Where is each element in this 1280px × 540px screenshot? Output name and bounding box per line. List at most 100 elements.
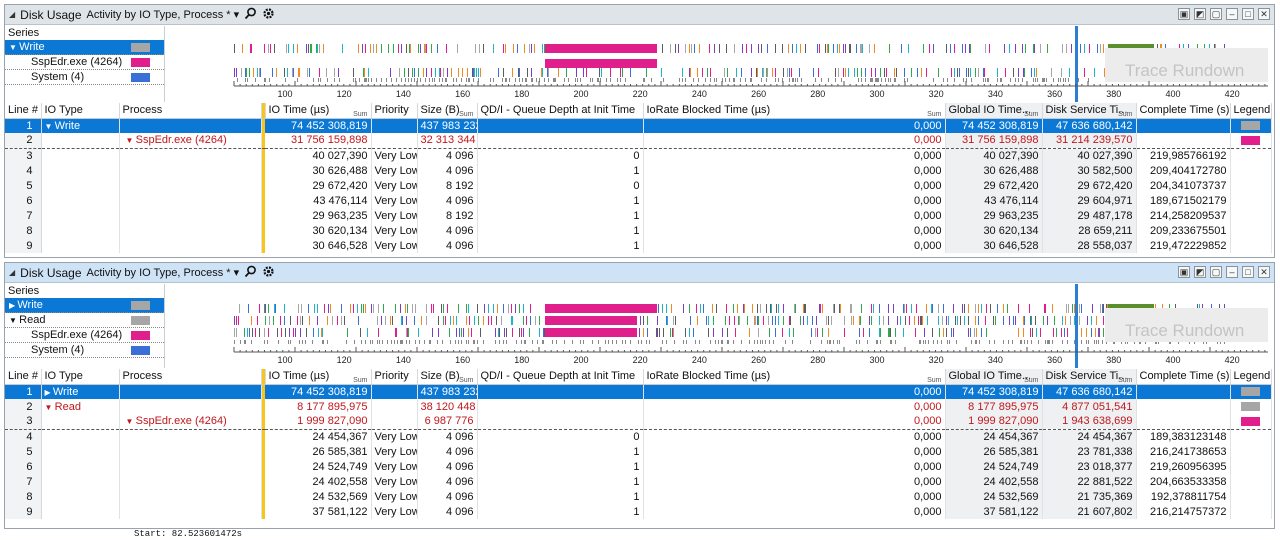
table-row[interactable]: 7 24 402,558 Very Low 4 096 1 0,000 24 402,558… <box>5 474 1272 489</box>
column-header[interactable]: Legend <box>1230 103 1272 119</box>
column-header[interactable]: Line # <box>5 369 42 385</box>
column-header[interactable]: Legend <box>1230 369 1272 385</box>
table-row[interactable]: 5 26 585,381 Very Low 4 096 1 0,000 26 585,381… <box>5 444 1272 459</box>
column-header[interactable]: Complete Time (s) <box>1136 103 1231 119</box>
export-icon[interactable]: ◩ <box>1194 8 1206 20</box>
maximize-icon[interactable]: □ <box>1242 8 1254 20</box>
export-icon[interactable]: ◩ <box>1194 266 1206 278</box>
column-header[interactable]: Process <box>119 103 262 119</box>
timeline-graph[interactable]: Trace Rundown 100 120 140 160 180 200 220 240 260… <box>170 284 1268 368</box>
io-type-cell <box>41 178 120 193</box>
column-header[interactable]: Process <box>119 369 262 385</box>
column-header[interactable]: Complete Time (s) <box>1136 369 1231 385</box>
table-row[interactable]: 3 40 027,390 Very Low 4 096 0 0,000 40 027,390… <box>5 148 1272 163</box>
table-row[interactable]: 9 30 646,528 Very Low 4 096 1 0,000 30 646,528… <box>5 238 1272 253</box>
close-icon[interactable]: ✕ <box>1258 266 1270 278</box>
column-header[interactable]: Disk Service Ti... Sum <box>1042 103 1137 119</box>
selection-cursor[interactable] <box>1075 26 1078 102</box>
panel-header: ◢ Disk Usage Activity by IO Type, Process … <box>5 263 1274 283</box>
disk-service-time-cell: 47 636 680,142 <box>1042 118 1137 133</box>
expander-icon[interactable]: ▼ <box>125 417 136 427</box>
series-item[interactable]: SspEdr.exe (4264) <box>5 328 164 343</box>
save-icon[interactable]: ▣ <box>1178 8 1190 20</box>
line-number: 7 <box>5 474 42 489</box>
line-number: 3 <box>5 148 42 163</box>
expander-icon[interactable]: ▼ <box>9 316 20 325</box>
column-header[interactable]: Line # <box>5 103 42 119</box>
group-divider <box>261 504 265 519</box>
expander-icon[interactable]: ▼ <box>9 43 20 52</box>
table-row[interactable]: 7 29 963,235 Very Low 8 192 1 0,000 29 963,235… <box>5 208 1272 223</box>
expander-icon[interactable]: ▼ <box>125 136 136 146</box>
column-header[interactable]: IoRate Blocked Time (µs) Sum <box>643 369 946 385</box>
column-header[interactable]: IO Type <box>41 103 120 119</box>
series-item[interactable]: System (4) <box>5 70 164 85</box>
restore-icon[interactable]: ▢ <box>1210 8 1222 20</box>
minimize-icon[interactable]: – <box>1226 8 1238 20</box>
complete-time-cell: 219,260956395 <box>1136 459 1231 474</box>
column-header[interactable]: IoRate Blocked Time (µs) Sum <box>643 103 946 119</box>
legend-cell <box>1230 429 1272 444</box>
table-row[interactable]: 5 29 672,420 Very Low 8 192 0 0,000 29 672,420… <box>5 178 1272 193</box>
series-item[interactable]: ▶ Write <box>5 298 164 313</box>
table-row[interactable]: 9 37 581,122 Very Low 4 096 1 0,000 37 581,122… <box>5 504 1272 519</box>
maximize-icon[interactable]: □ <box>1242 266 1254 278</box>
series-item[interactable]: ▼ Write <box>5 40 164 55</box>
series-label: Write <box>17 299 43 311</box>
gear-icon[interactable] <box>262 265 275 280</box>
collapse-icon[interactable]: ◢ <box>9 10 16 19</box>
io-time-cell: 29 963,235 <box>265 208 372 223</box>
column-header[interactable]: Global IO Time... Sum <box>945 103 1043 119</box>
view-preset-dropdown[interactable]: Activity by IO Type, Process * ▾ <box>87 266 240 279</box>
collapse-icon[interactable]: ◢ <box>9 268 16 277</box>
column-header[interactable]: QD/I - Queue Depth at Init Time <box>477 369 644 385</box>
process-cell <box>119 474 262 489</box>
close-icon[interactable]: ✕ <box>1258 8 1270 20</box>
table-row[interactable]: 1 ▶ Write 74 452 308,819 437 983 232 0,000 74… <box>5 384 1272 399</box>
selection-cursor[interactable] <box>1075 284 1078 368</box>
column-header-label: IO Time (µs) <box>268 370 330 383</box>
column-header[interactable]: IO Time (µs) Sum <box>265 103 372 119</box>
column-header[interactable]: Size (B) Sum <box>417 103 478 119</box>
search-icon[interactable] <box>244 265 257 280</box>
table-row[interactable]: 8 24 532,569 Very Low 4 096 1 0,000 24 532,569… <box>5 489 1272 504</box>
expander-icon[interactable]: ▶ <box>44 387 53 397</box>
series-item[interactable]: ▼ Read <box>5 313 164 328</box>
minimize-icon[interactable]: – <box>1226 266 1238 278</box>
save-icon[interactable]: ▣ <box>1178 266 1190 278</box>
expander-icon[interactable]: ▼ <box>44 121 55 131</box>
column-header[interactable]: QD/I - Queue Depth at Init Time <box>477 103 644 119</box>
table-row[interactable]: 6 24 524,749 Very Low 4 096 1 0,000 24 524,749… <box>5 459 1272 474</box>
expander-icon[interactable]: ▼ <box>44 402 55 412</box>
expander-icon[interactable]: ▶ <box>9 301 18 310</box>
column-header-label: Line # <box>8 370 38 383</box>
table-row[interactable]: 6 43 476,114 Very Low 4 096 1 0,000 43 476,114… <box>5 193 1272 208</box>
restore-icon[interactable]: ▢ <box>1210 266 1222 278</box>
column-header[interactable]: Priority <box>371 369 418 385</box>
column-header[interactable]: Size (B) Sum <box>417 369 478 385</box>
table-row[interactable]: 2 ▼ SspEdr.exe (4264) 31 756 159,898 32 313… <box>5 133 1272 149</box>
table-row[interactable]: 8 30 620,134 Very Low 4 096 1 0,000 30 620,134… <box>5 223 1272 238</box>
timeline-graph[interactable]: Trace Rundown 100 120 140 160 180 200 220 240 260… <box>170 26 1268 102</box>
size-cell: 4 096 <box>417 193 478 208</box>
column-header[interactable]: Disk Service Ti... Sum <box>1042 369 1137 385</box>
io-time-cell: 1 999 827,090 <box>265 414 372 430</box>
series-item[interactable]: System (4) <box>5 343 164 358</box>
group-divider[interactable] <box>261 103 266 119</box>
group-divider[interactable] <box>261 369 266 385</box>
series-label: Write <box>19 41 45 53</box>
column-header[interactable]: IO Type <box>41 369 120 385</box>
search-icon[interactable] <box>244 7 257 22</box>
gear-icon[interactable] <box>262 7 275 22</box>
table-row[interactable]: 2 ▼ Read 8 177 895,975 38 120 448 0,000 8 177… <box>5 399 1272 414</box>
table-row[interactable]: 3 ▼ SspEdr.exe (4264) 1 999 827,090 6 987 7… <box>5 414 1272 430</box>
table-row[interactable]: 1 ▼ Write 74 452 308,819 437 983 232 0,000 74… <box>5 118 1272 133</box>
group-divider <box>261 118 265 133</box>
column-header[interactable]: Global IO Time... Sum <box>945 369 1043 385</box>
column-header[interactable]: IO Time (µs) Sum <box>265 369 372 385</box>
view-preset-dropdown[interactable]: Activity by IO Type, Process * ▾ <box>87 8 240 21</box>
column-header[interactable]: Priority <box>371 103 418 119</box>
table-row[interactable]: 4 24 454,367 Very Low 4 096 0 0,000 24 454,367… <box>5 429 1272 444</box>
series-item[interactable]: SspEdr.exe (4264) <box>5 55 164 70</box>
table-row[interactable]: 4 30 626,488 Very Low 4 096 1 0,000 30 626,488… <box>5 163 1272 178</box>
